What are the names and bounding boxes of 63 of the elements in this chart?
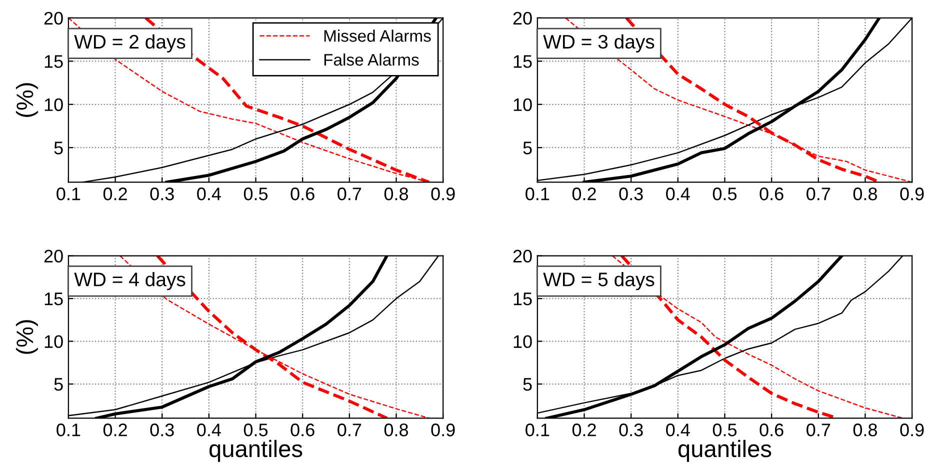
x-axis-title: quantiles (210, 440, 302, 462)
x-tick-label: 0.1 (526, 424, 550, 436)
x-tick-label: 0.3 (150, 424, 174, 436)
x-tick-label: 0.6 (290, 188, 314, 200)
x-tick-label: 0.4 (197, 188, 221, 200)
x-tick-label: 0.9 (431, 188, 455, 200)
x-tick-label: 0.2 (103, 424, 127, 436)
x-tick-label: 0.6 (290, 424, 314, 436)
x-tick-label: 0.8 (853, 424, 877, 436)
x-tick-label: 0.5 (712, 424, 737, 436)
legend-label: Missed Alarms (324, 30, 431, 42)
y-tick-label: 5 (54, 142, 63, 154)
x-tick-label: 0.7 (806, 188, 830, 200)
x-tick-label: 0.9 (431, 424, 455, 436)
annotation: WD = 2 days (74, 34, 186, 52)
x-tick-label: 0.3 (619, 188, 643, 200)
y-tick-label: 10 (514, 98, 532, 112)
x-tick-label: 0.5 (712, 188, 737, 200)
x-tick-label: 0.1 (56, 424, 80, 436)
y-tick-label: 15 (514, 55, 532, 68)
x-tick-label: 0.3 (150, 188, 174, 200)
y-axis-title: (%) (16, 83, 38, 117)
x-tick-label: 0.6 (760, 188, 784, 200)
y-tick-label: 5 (523, 142, 532, 154)
y-tick-label: 10 (44, 335, 63, 348)
x-tick-label: 0.3 (619, 424, 643, 436)
x-tick-label: 0.7 (338, 188, 362, 200)
x-tick-label: 0.8 (853, 188, 877, 200)
x-tick-label: 0.4 (666, 188, 690, 200)
x-tick-label: 0.4 (666, 424, 690, 436)
annotation: WD = 5 days (543, 272, 654, 290)
y-tick-label: 10 (514, 335, 532, 348)
y-tick-label: 5 (523, 378, 532, 391)
x-tick-label: 0.2 (572, 424, 596, 436)
annotation: WD = 4 days (74, 272, 186, 290)
x-tick-label: 0.2 (103, 188, 127, 200)
y-tick-label: 20 (44, 12, 63, 25)
line-series (612, 256, 904, 418)
x-tick-label: 0.7 (806, 424, 830, 436)
x-axis-title: quantiles (678, 440, 772, 462)
x-tick-label: 0.2 (572, 188, 596, 200)
legend-label: False Alarms (324, 53, 419, 66)
x-tick-label: 0.8 (384, 188, 408, 200)
x-tick-label: 0.9 (900, 424, 924, 436)
y-tick-label: 20 (513, 250, 532, 263)
x-tick-label: 0.6 (760, 424, 784, 436)
y-tick-label: 5 (54, 378, 63, 391)
y-tick-label: 10 (44, 98, 63, 112)
x-tick-label: 0.8 (384, 424, 408, 436)
y-axis-title: (%) (16, 320, 38, 354)
x-tick-label: 0.4 (197, 424, 221, 436)
y-tick-label: 15 (44, 55, 63, 68)
y-tick-label: 15 (44, 292, 63, 306)
x-tick-label: 0.9 (900, 188, 924, 200)
annotation: WD = 3 days (543, 34, 654, 52)
x-tick-label: 0.7 (338, 424, 362, 436)
y-tick-label: 15 (514, 292, 532, 306)
y-tick-label: 20 (513, 12, 532, 25)
y-tick-label: 20 (44, 250, 63, 263)
x-tick-label: 0.5 (244, 424, 268, 436)
x-tick-label: 0.1 (56, 188, 80, 200)
x-tick-label: 0.1 (526, 188, 550, 200)
x-tick-label: 0.5 (244, 188, 268, 200)
